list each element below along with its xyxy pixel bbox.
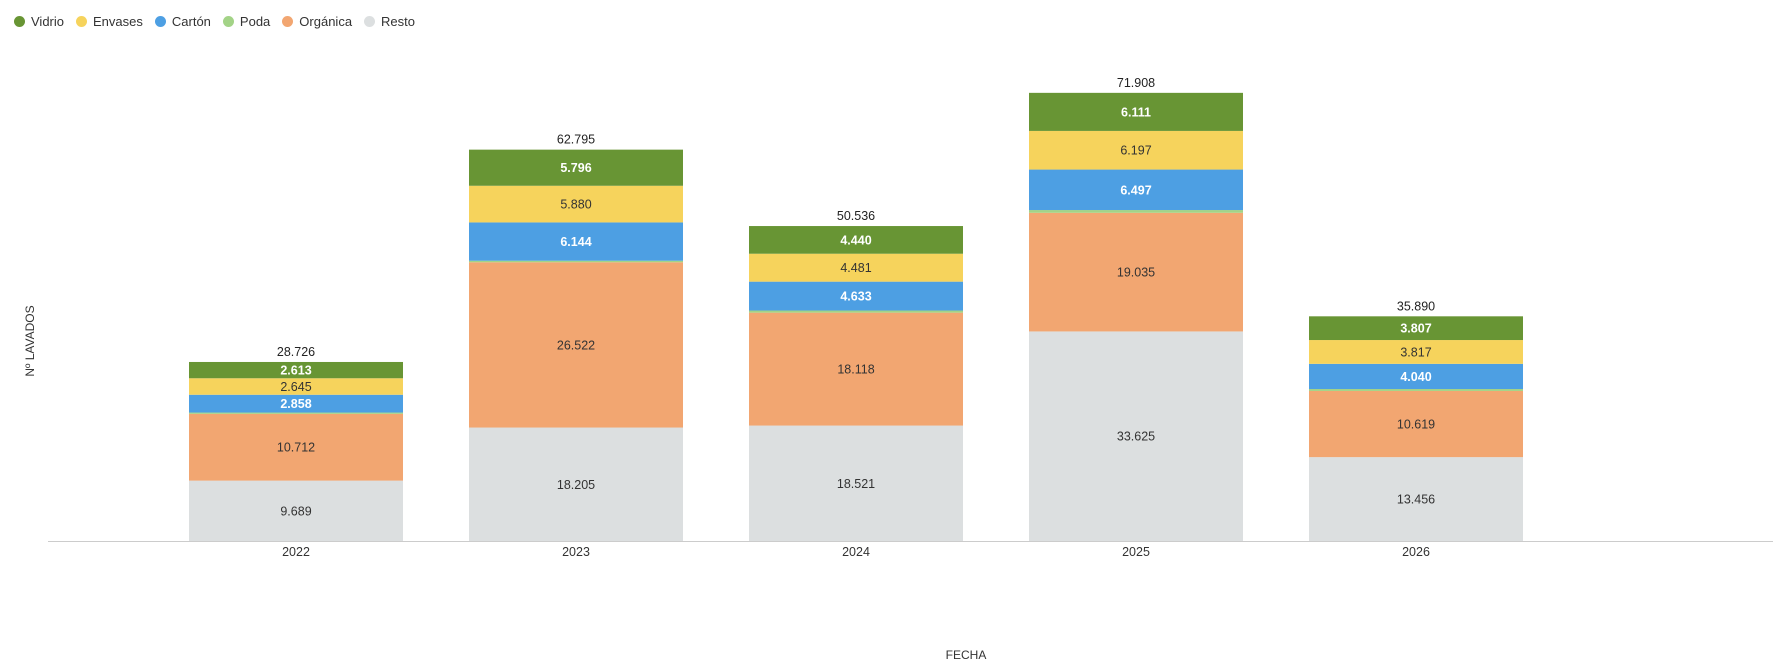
bar-segment-organica-2026 (1309, 390, 1523, 458)
bar-segment-poda-2024 (749, 310, 963, 313)
bar-segment-resto-2022 (189, 480, 403, 541)
data-label: 4.481 (840, 261, 871, 275)
bar-segment-poda-2023 (469, 260, 683, 263)
legend-marker (282, 16, 294, 27)
bar-segment-poda-2022 (189, 412, 403, 414)
legend-marker (14, 16, 25, 27)
total-label-2025: 71.908 (1117, 76, 1155, 90)
bar-segment-carton-2026 (1309, 363, 1523, 390)
bar-segment-poda-2026 (1309, 389, 1523, 391)
data-label: 10.619 (1397, 418, 1435, 432)
data-label: 26.522 (557, 338, 595, 352)
data-label: 2.858 (280, 397, 311, 411)
legend-item-resto[interactable]: Resto (364, 14, 415, 29)
legend-label: Poda (239, 14, 271, 29)
x-tick-label: 2024 (842, 545, 870, 559)
data-label: 2.613 (280, 364, 311, 378)
x-tick-label: 2023 (562, 545, 590, 559)
bar-segment-resto-2023 (469, 427, 683, 541)
legend-item-envases[interactable]: Envases (76, 14, 143, 29)
data-label: 3.817 (1400, 345, 1431, 359)
bar-segment-envases-2026 (1309, 340, 1523, 364)
bar-segment-envases-2023 (469, 185, 683, 223)
legend-marker (154, 16, 166, 27)
bar-segment-envases-2024 (749, 253, 963, 282)
legend-item-carton[interactable]: Cartón (154, 14, 211, 29)
legend-label: Envases (93, 14, 143, 29)
bar-segment-carton-2023 (469, 222, 683, 261)
data-label: 9.689 (280, 504, 311, 518)
bar-segment-organica-2022 (189, 413, 403, 481)
data-label: 3.807 (1400, 322, 1431, 336)
data-label: 6.111 (1121, 105, 1151, 119)
legend-item-organica[interactable]: Orgánica (282, 14, 352, 29)
bar-segment-organica-2025 (1029, 212, 1243, 332)
bar-segment-organica-2024 (749, 312, 963, 426)
legend-label: Orgánica (299, 14, 353, 29)
data-label: 13.456 (1397, 493, 1435, 507)
total-label-2023: 62.795 (557, 133, 595, 147)
legend-label: Cartón (171, 14, 211, 29)
legend-label: Resto (381, 14, 416, 29)
bar-segment-vidrio-2026 (1309, 316, 1523, 341)
data-label: 18.205 (557, 478, 595, 492)
y-axis-label: Nº LAVADOS (23, 305, 37, 377)
bar-segment-resto-2024 (749, 425, 963, 541)
data-label: 18.521 (837, 477, 875, 491)
data-label: 4.633 (840, 290, 871, 304)
data-label: 4.440 (840, 233, 871, 247)
legend-label: Vidrio (31, 14, 65, 29)
bar-segment-vidrio-2025 (1029, 92, 1243, 131)
data-label: 6.497 (1120, 183, 1151, 197)
data-label: 10.712 (277, 441, 315, 455)
bar-segment-vidrio-2024 (749, 226, 963, 254)
legend: Vidrio Envases Cartón Poda Orgánica Resto (14, 14, 427, 29)
bar-segment-vidrio-2023 (469, 149, 683, 186)
total-label-2026: 35.890 (1397, 299, 1435, 313)
bar-segment-poda-2025 (1029, 210, 1243, 213)
legend-item-vidrio[interactable]: Vidrio (14, 14, 64, 29)
data-label: 5.880 (560, 198, 591, 212)
bar-segment-carton-2022 (189, 394, 403, 413)
x-tick-label: 2026 (1402, 545, 1430, 559)
bar-segment-carton-2024 (749, 281, 963, 311)
legend-marker (364, 16, 376, 27)
data-label: 6.144 (560, 235, 591, 249)
data-label: 6.197 (1120, 144, 1151, 158)
legend-marker (76, 16, 88, 27)
bar-segment-envases-2025 (1029, 130, 1243, 170)
data-label: 4.040 (1400, 370, 1431, 384)
data-label: 5.796 (560, 161, 591, 175)
x-axis-label: FECHA (945, 648, 987, 662)
bar-segment-resto-2026 (1309, 457, 1523, 541)
total-label-2024: 50.536 (837, 209, 875, 223)
bar-segment-resto-2025 (1029, 331, 1243, 541)
legend-marker (222, 16, 234, 27)
bar-segment-envases-2022 (189, 378, 403, 395)
data-label: 18.118 (837, 363, 874, 377)
total-label-2022: 28.726 (277, 345, 315, 359)
bar-segment-vidrio-2022 (189, 361, 403, 379)
x-tick-label: 2025 (1122, 545, 1150, 559)
data-label: 33.625 (1117, 430, 1155, 444)
bar-segment-carton-2025 (1029, 169, 1243, 211)
data-label: 19.035 (1117, 266, 1155, 280)
legend-item-poda[interactable]: Poda (222, 14, 271, 29)
x-tick-label: 2022 (282, 545, 310, 559)
bar-segment-organica-2023 (469, 262, 683, 428)
data-label: 2.645 (280, 380, 311, 394)
